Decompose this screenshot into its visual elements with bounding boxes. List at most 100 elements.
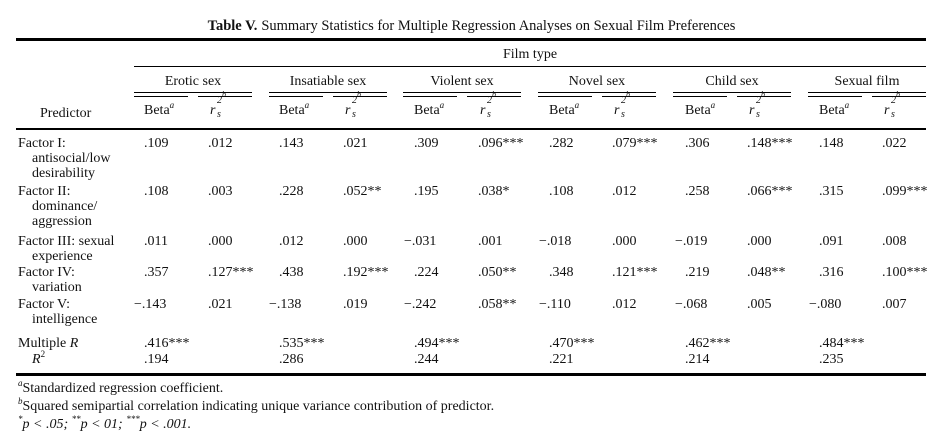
r2-value: .194: [144, 352, 169, 367]
footnote-a-text: Standardized regression coefficient.: [22, 381, 224, 396]
group-header: Novel sex: [568, 74, 626, 89]
beta-header: Betaa: [819, 100, 850, 119]
rs2-value: .121***: [612, 265, 658, 280]
beta-value: .143: [279, 136, 304, 151]
rs2-value: .000: [747, 234, 772, 249]
rs2-value: .021: [343, 136, 368, 151]
multiple-r-value: .470***: [549, 336, 595, 351]
rs2-header: r 2b s: [480, 90, 496, 121]
beta-header: Betaa: [685, 100, 716, 119]
rs2-value: .050**: [478, 265, 517, 280]
rs2-value: .038*: [478, 184, 510, 199]
spanner-rule: [134, 66, 926, 67]
beta-value: .224: [414, 265, 439, 280]
rs2-value: .127***: [208, 265, 254, 280]
rs2-value: .005: [747, 297, 772, 312]
row-label: antisocial/low: [32, 151, 111, 166]
rs2-value: .192***: [343, 265, 389, 280]
row-label: Factor II:: [18, 184, 71, 199]
rs2-value: .012: [208, 136, 233, 151]
beta-value: −.068: [675, 297, 708, 312]
group-rule: [673, 92, 791, 93]
r2-value: .214: [685, 352, 710, 367]
rs-rule: [198, 96, 252, 97]
table-caption: Summary Statistics for Multiple Regressi…: [261, 18, 736, 34]
rs2-header: r 2b s: [345, 90, 361, 121]
table-title: Table V. Summary Statistics for Multiple …: [0, 18, 943, 35]
beta-value: .091: [819, 234, 844, 249]
film-type-header: Film type: [502, 47, 558, 62]
rs-rule: [602, 96, 656, 97]
beta-value: .108: [549, 184, 574, 199]
beta-value: −.138: [269, 297, 302, 312]
rs-rule: [467, 96, 521, 97]
beta-value: .316: [819, 265, 844, 280]
row-label: aggression: [32, 214, 92, 229]
beta-value: .108: [144, 184, 169, 199]
predictor-header: Predictor: [40, 106, 92, 121]
footnote-p2: p < 01;: [80, 417, 127, 432]
multiple-r-value: .494***: [414, 336, 460, 351]
rs2-value: .052**: [343, 184, 382, 199]
row-label: Factor V:: [18, 297, 70, 312]
rs2-value: .079***: [612, 136, 658, 151]
group-rule: [403, 92, 521, 93]
rs2-value: .019: [343, 297, 368, 312]
beta-value: .258: [685, 184, 710, 199]
top-rule: [16, 38, 926, 41]
beta-rule: [403, 96, 457, 97]
rs2-value: .003: [208, 184, 233, 199]
rs2-value: .099***: [882, 184, 928, 199]
beta-value: .219: [685, 265, 710, 280]
r2-value: .244: [414, 352, 439, 367]
rs2-value: .001: [478, 234, 503, 249]
row-label: experience: [32, 249, 93, 264]
rs-rule: [737, 96, 791, 97]
footnote-p: *p < .05; **p < 01; ***p < .001.: [18, 414, 192, 433]
multiple-r-value: .416***: [144, 336, 190, 351]
beta-value: .012: [279, 234, 304, 249]
header-rule: [16, 128, 926, 130]
r2-value: .221: [549, 352, 574, 367]
beta-value: .357: [144, 265, 169, 280]
row-label: variation: [32, 280, 82, 295]
rs2-value: .058**: [478, 297, 517, 312]
beta-value: .109: [144, 136, 169, 151]
group-header: Violent sex: [430, 74, 494, 89]
row-label: Factor III: sexual: [18, 234, 115, 249]
beta-rule: [538, 96, 592, 97]
beta-header: Betaa: [279, 100, 310, 119]
r2-value: .235: [819, 352, 844, 367]
rs2-value: .148***: [747, 136, 793, 151]
beta-value: .148: [819, 136, 844, 151]
beta-rule: [269, 96, 323, 97]
beta-value: .438: [279, 265, 304, 280]
footnote-b-text: Squared semipartial correlation indicati…: [22, 399, 495, 414]
rs2-value: .000: [343, 234, 368, 249]
rs-rule: [872, 96, 926, 97]
beta-value: −.080: [809, 297, 842, 312]
group-header: Insatiable sex: [289, 74, 367, 89]
footnote-p3: p < .001.: [139, 417, 192, 432]
rs2-value: .066***: [747, 184, 793, 199]
rs2-header: r 2b s: [749, 90, 765, 121]
row-label: Factor I:: [18, 136, 66, 151]
beta-value: .282: [549, 136, 574, 151]
multiple-r-value: .535***: [279, 336, 325, 351]
footnote-b-mark: b: [18, 396, 23, 406]
footnote-a-mark: a: [18, 378, 23, 388]
rs-rule: [333, 96, 387, 97]
rs2-value: .000: [208, 234, 233, 249]
multiple-r-value: .462***: [685, 336, 731, 351]
rs2-value: .007: [882, 297, 907, 312]
group-header: Sexual film: [834, 74, 900, 89]
bottom-rule: [16, 373, 926, 376]
footnote-a: aStandardized regression coefficient.: [18, 378, 224, 397]
rs2-value: .008: [882, 234, 907, 249]
row-label: intelligence: [32, 312, 98, 327]
r2-value: .286: [279, 352, 304, 367]
rs2-value: .012: [612, 297, 637, 312]
group-header: Erotic sex: [164, 74, 222, 89]
beta-value: .315: [819, 184, 844, 199]
multiple-r-value: .484***: [819, 336, 865, 351]
